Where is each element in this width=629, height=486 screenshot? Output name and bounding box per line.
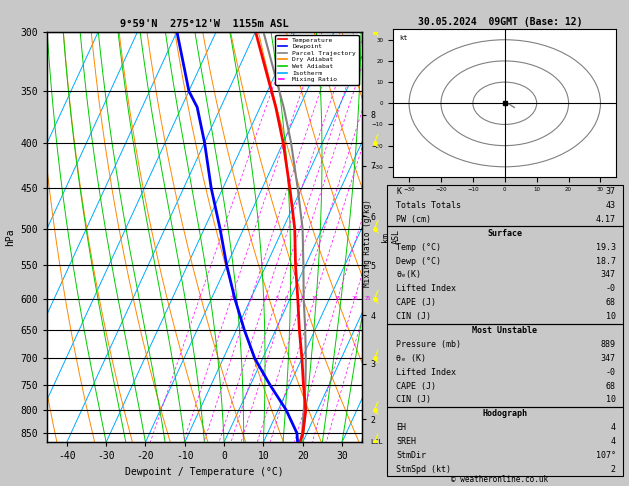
Text: K: K [396, 187, 401, 196]
Text: 1: 1 [198, 296, 201, 301]
Text: kt: kt [399, 35, 408, 41]
Text: Pressure (mb): Pressure (mb) [396, 340, 461, 349]
Text: -0: -0 [606, 367, 616, 377]
Text: 4: 4 [611, 423, 616, 432]
Text: θₑ (K): θₑ (K) [396, 354, 426, 363]
Bar [387, 407, 623, 476]
Text: LCL: LCL [370, 439, 383, 445]
Text: © weatheronline.co.uk: © weatheronline.co.uk [452, 474, 548, 484]
Text: Totals Totals: Totals Totals [396, 201, 461, 210]
Text: 4: 4 [611, 437, 616, 446]
Text: 10: 10 [606, 312, 616, 321]
Text: 25: 25 [365, 296, 371, 301]
Text: 107°: 107° [596, 451, 616, 460]
Text: 18.7: 18.7 [596, 257, 616, 265]
Text: 2: 2 [230, 296, 233, 301]
Text: θₑ(K): θₑ(K) [396, 270, 421, 279]
Text: 43: 43 [606, 201, 616, 210]
Text: StmDir: StmDir [396, 451, 426, 460]
Text: PW (cm): PW (cm) [396, 215, 431, 224]
Text: 4.17: 4.17 [596, 215, 616, 224]
Text: 10: 10 [311, 296, 318, 301]
Text: 10: 10 [606, 396, 616, 404]
Text: 889: 889 [601, 340, 616, 349]
Title: 9°59'N  275°12'W  1155m ASL: 9°59'N 275°12'W 1155m ASL [120, 19, 289, 30]
Text: 30.05.2024  09GMT (Base: 12): 30.05.2024 09GMT (Base: 12) [418, 17, 582, 27]
Text: 4: 4 [264, 296, 267, 301]
Text: Lifted Index: Lifted Index [396, 284, 456, 294]
Bar [387, 185, 623, 226]
Text: 68: 68 [606, 298, 616, 307]
Text: Mixing Ratio (g/kg): Mixing Ratio (g/kg) [364, 199, 372, 287]
Text: CAPE (J): CAPE (J) [396, 298, 437, 307]
Text: 6: 6 [285, 296, 288, 301]
Text: Temp (°C): Temp (°C) [396, 243, 442, 252]
Legend: Temperature, Dewpoint, Parcel Trajectory, Dry Adiabat, Wet Adiabat, Isotherm, Mi: Temperature, Dewpoint, Parcel Trajectory… [276, 35, 359, 85]
Text: CAPE (J): CAPE (J) [396, 382, 437, 391]
Y-axis label: km
ASL: km ASL [381, 229, 401, 244]
Text: Dewp (°C): Dewp (°C) [396, 257, 442, 265]
Text: Lifted Index: Lifted Index [396, 367, 456, 377]
Text: CIN (J): CIN (J) [396, 396, 431, 404]
Bar [387, 226, 623, 324]
Text: Surface: Surface [487, 229, 522, 238]
Text: 2: 2 [611, 465, 616, 474]
Text: 3: 3 [249, 296, 252, 301]
Text: StmSpd (kt): StmSpd (kt) [396, 465, 451, 474]
Text: -0: -0 [606, 284, 616, 294]
Text: 20: 20 [352, 296, 358, 301]
Text: 68: 68 [606, 382, 616, 391]
Text: 15: 15 [335, 296, 341, 301]
Text: 347: 347 [601, 270, 616, 279]
Text: Most Unstable: Most Unstable [472, 326, 537, 335]
Text: 347: 347 [601, 354, 616, 363]
X-axis label: Dewpoint / Temperature (°C): Dewpoint / Temperature (°C) [125, 467, 284, 477]
Text: 37: 37 [606, 187, 616, 196]
Bar [387, 324, 623, 407]
Text: CIN (J): CIN (J) [396, 312, 431, 321]
Text: 8: 8 [301, 296, 304, 301]
Text: Hodograph: Hodograph [482, 409, 527, 418]
Text: 19.3: 19.3 [596, 243, 616, 252]
Text: EH: EH [396, 423, 406, 432]
Text: SREH: SREH [396, 437, 416, 446]
Y-axis label: hPa: hPa [5, 228, 15, 246]
Text: 5: 5 [276, 296, 279, 301]
